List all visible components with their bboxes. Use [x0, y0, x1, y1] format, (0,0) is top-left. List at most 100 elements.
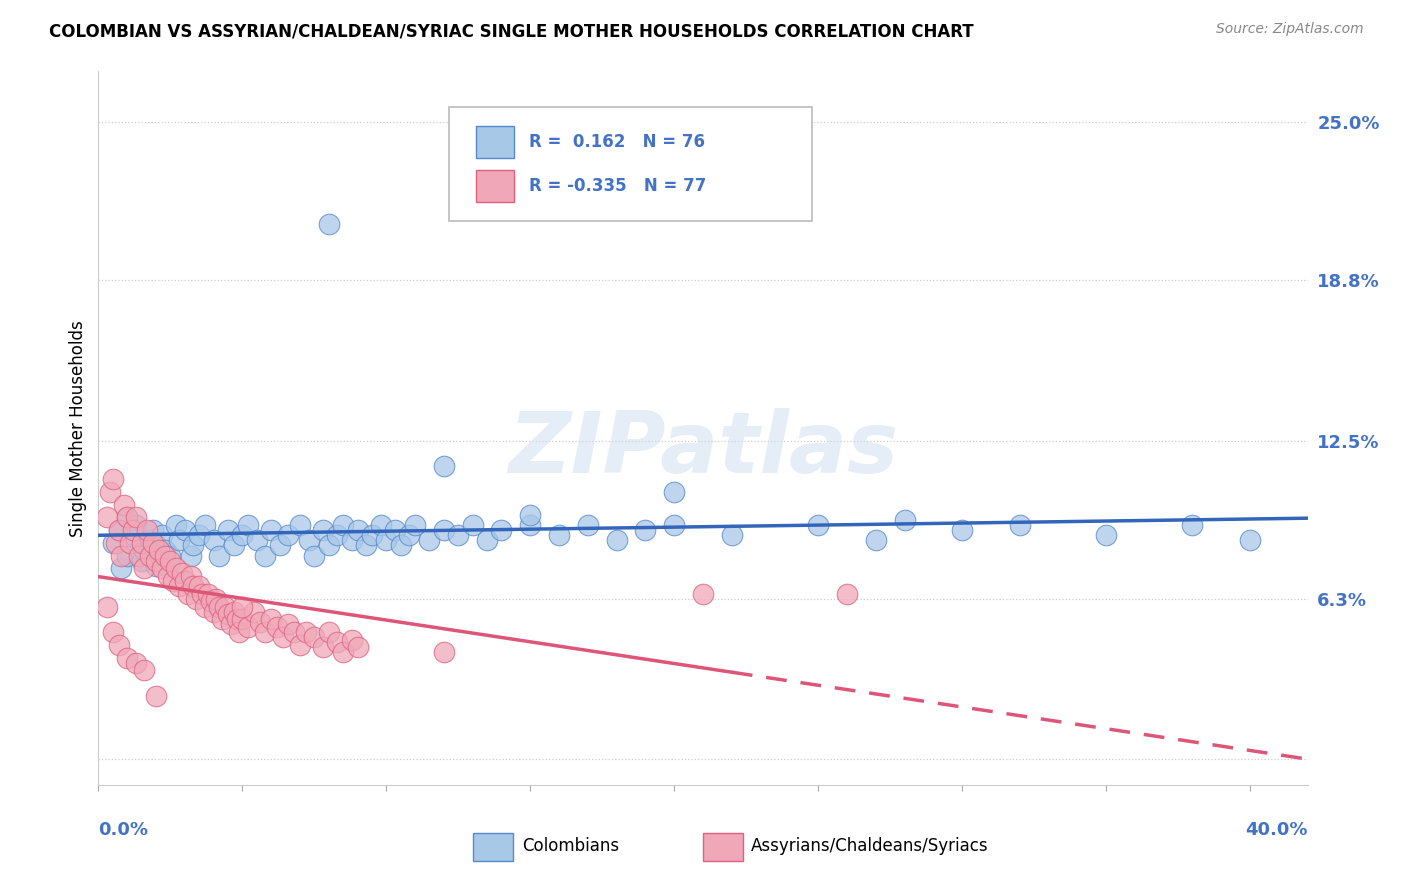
FancyBboxPatch shape: [449, 107, 811, 221]
Point: [142, 536, 165, 550]
Point: [167, 533, 190, 548]
Point: [134, 663, 156, 677]
Point: [107, 523, 129, 537]
Text: R =  0.162   N = 76: R = 0.162 N = 76: [529, 133, 704, 151]
Point: [835, 587, 858, 601]
Text: R = -0.335   N = 77: R = -0.335 N = 77: [529, 178, 706, 195]
Point: [1239, 533, 1261, 548]
Point: [1181, 518, 1204, 533]
Point: [162, 574, 184, 588]
Point: [398, 528, 420, 542]
Point: [115, 510, 138, 524]
Point: [304, 630, 326, 644]
Point: [110, 561, 132, 575]
Point: [294, 625, 316, 640]
Point: [332, 645, 354, 659]
Point: [125, 510, 148, 524]
FancyBboxPatch shape: [474, 833, 513, 862]
Point: [260, 523, 283, 537]
Point: [183, 538, 205, 552]
FancyBboxPatch shape: [475, 170, 515, 202]
Point: [361, 528, 384, 542]
Point: [104, 536, 127, 550]
Point: [519, 508, 541, 522]
Point: [120, 536, 142, 550]
Point: [222, 605, 245, 619]
Point: [1008, 518, 1031, 533]
Point: [128, 549, 150, 563]
Point: [389, 538, 412, 552]
Point: [211, 612, 233, 626]
Point: [266, 620, 288, 634]
Point: [475, 533, 498, 548]
Point: [107, 638, 129, 652]
Point: [277, 617, 299, 632]
Point: [205, 591, 228, 606]
Point: [893, 513, 915, 527]
Point: [634, 523, 657, 537]
Point: [312, 640, 335, 655]
Point: [150, 528, 173, 542]
Point: [865, 533, 887, 548]
Point: [194, 599, 217, 614]
Point: [107, 523, 129, 537]
Point: [548, 528, 571, 542]
Point: [202, 605, 225, 619]
Point: [340, 533, 363, 548]
Point: [217, 523, 239, 537]
Point: [134, 561, 156, 575]
Point: [188, 579, 211, 593]
Point: [249, 615, 271, 629]
Point: [176, 587, 198, 601]
Point: [219, 617, 242, 632]
Text: 40.0%: 40.0%: [1246, 821, 1308, 838]
Point: [217, 607, 239, 622]
Point: [297, 533, 319, 548]
Point: [122, 523, 145, 537]
Point: [332, 518, 354, 533]
Point: [664, 518, 686, 533]
Point: [370, 518, 392, 533]
Point: [254, 625, 277, 640]
Point: [225, 612, 247, 626]
Point: [101, 625, 124, 640]
Point: [186, 591, 208, 606]
Point: [145, 689, 167, 703]
Y-axis label: Single Mother Households: Single Mother Households: [69, 320, 87, 536]
Point: [222, 538, 245, 552]
Text: 0.0%: 0.0%: [98, 821, 149, 838]
Point: [145, 558, 167, 573]
Point: [214, 599, 236, 614]
Point: [96, 510, 118, 524]
Point: [807, 518, 830, 533]
Point: [384, 523, 406, 537]
Point: [188, 528, 211, 542]
Text: ZIPatlas: ZIPatlas: [508, 408, 898, 491]
Point: [269, 538, 291, 552]
Point: [200, 594, 222, 608]
Point: [447, 528, 470, 542]
Text: Colombians: Colombians: [522, 837, 619, 855]
Point: [243, 605, 266, 619]
Point: [167, 579, 190, 593]
Point: [606, 533, 628, 548]
Point: [165, 518, 187, 533]
Point: [318, 538, 340, 552]
Point: [194, 518, 217, 533]
Point: [125, 656, 148, 670]
Point: [318, 625, 340, 640]
Point: [433, 459, 456, 474]
Point: [145, 538, 167, 552]
Point: [692, 587, 714, 601]
Point: [304, 549, 326, 563]
Point: [110, 549, 132, 563]
Point: [375, 533, 398, 548]
Point: [153, 543, 176, 558]
Point: [112, 498, 135, 512]
Point: [131, 536, 153, 550]
Point: [491, 523, 513, 537]
Point: [183, 579, 205, 593]
Point: [246, 533, 269, 548]
Point: [433, 645, 456, 659]
Point: [277, 528, 299, 542]
